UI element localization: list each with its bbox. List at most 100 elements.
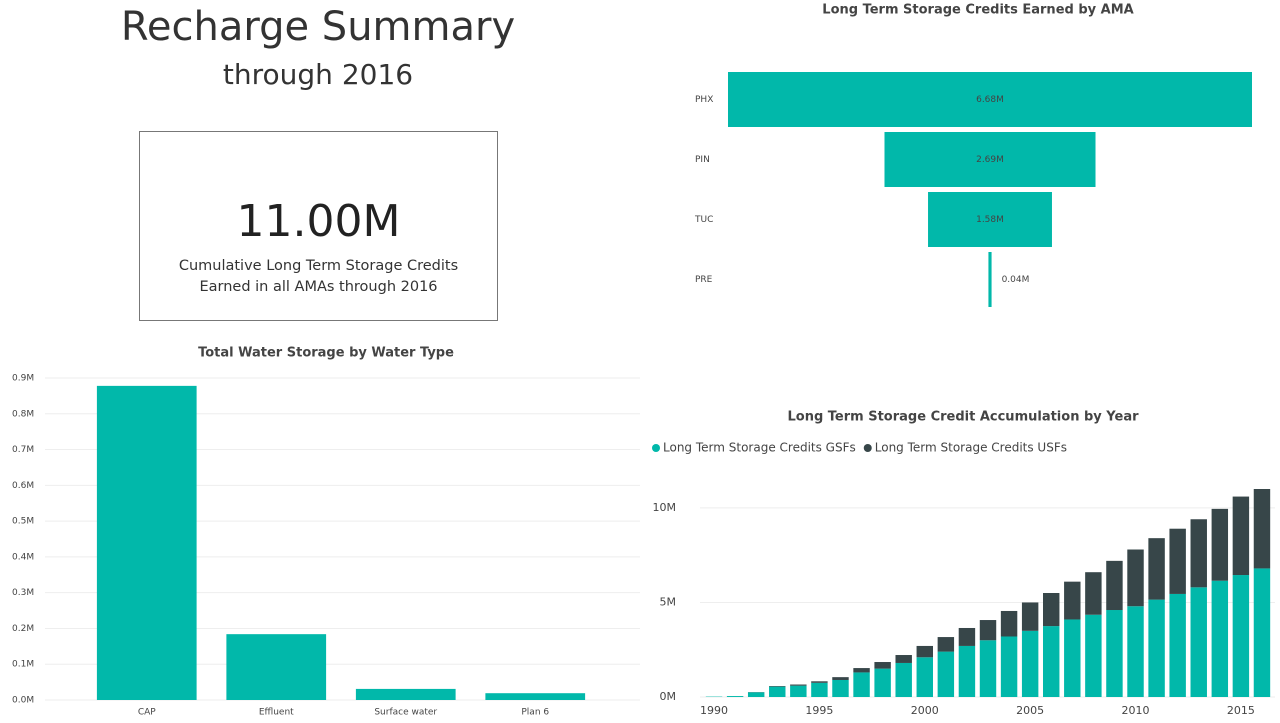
bar-segment	[769, 686, 786, 697]
page-title: Recharge Summary	[120, 4, 516, 50]
funnel-bar	[884, 132, 1096, 187]
category-label: PRE	[695, 275, 713, 285]
bar-segment	[895, 655, 912, 663]
data-label: 6.68M	[976, 95, 1004, 105]
bar-segment	[1148, 538, 1165, 600]
chart-title: Long Term Storage Credits Earned by AMA	[822, 3, 1133, 18]
y-tick-label: 10M	[653, 501, 677, 514]
bar-segment	[874, 662, 891, 669]
data-label: 2.69M	[976, 155, 1004, 165]
bar-segment	[937, 651, 955, 697]
category-label: TUC	[694, 215, 713, 225]
legend-label: Long Term Storage Credits USFs	[875, 441, 1067, 455]
x-tick-label: 2010	[1122, 704, 1150, 717]
x-tick-label: 1990	[700, 704, 728, 717]
bar	[96, 385, 197, 700]
bar-segment	[747, 692, 765, 697]
funnel-bar	[988, 252, 992, 307]
bar-segment	[916, 645, 933, 658]
bar-segment	[1127, 606, 1144, 697]
bar-segment	[1064, 581, 1081, 620]
bar-segment	[958, 645, 976, 697]
x-tick-label: 2015	[1227, 704, 1255, 717]
chart-title: Total Water Storage by Water Type	[198, 346, 454, 361]
bar-segment	[1253, 568, 1271, 697]
bar-segment	[1000, 636, 1018, 697]
bar-segment	[1169, 593, 1186, 697]
bar-segment	[1190, 587, 1207, 697]
bar-segment	[790, 685, 807, 697]
chart-title: Long Term Storage Credit Accumulation by…	[787, 410, 1139, 425]
kpi-card: 11.00M Cumulative Long Term Storage Cred…	[139, 131, 498, 321]
bar-segment	[1253, 489, 1271, 569]
x-tick-label: 1995	[805, 704, 833, 717]
y-tick-label: 0.5M	[12, 517, 34, 527]
page-subtitle: through 2016	[222, 58, 414, 91]
bar	[226, 634, 327, 700]
bar-segment	[1043, 626, 1060, 697]
bar-segment	[895, 662, 912, 697]
category-label: PIN	[695, 155, 710, 165]
y-tick-label: 0.8M	[12, 409, 34, 419]
bar-segment	[1211, 580, 1229, 697]
legend-marker	[863, 444, 872, 452]
category-label: PHX	[695, 95, 713, 105]
x-tick-label: Effluent	[259, 708, 294, 718]
x-tick-label: 2005	[1016, 704, 1044, 717]
bar-segment	[1169, 528, 1186, 594]
bar-segment	[937, 637, 955, 652]
x-tick-label: CAP	[138, 708, 156, 718]
y-tick-label: 0.2M	[12, 624, 34, 634]
bar-segment	[958, 627, 976, 646]
bar-segment	[1021, 602, 1039, 631]
y-tick-label: 0.9M	[12, 374, 34, 384]
bar	[485, 693, 586, 700]
x-tick-label: 2000	[911, 704, 939, 717]
bar-segment	[811, 681, 828, 683]
bar-segment	[769, 686, 786, 687]
x-tick-label: Surface water	[374, 708, 437, 718]
bar-segment	[979, 640, 997, 697]
x-tick-label: Plan 6	[521, 708, 549, 718]
bar-segment	[811, 682, 828, 697]
bar-segment	[1190, 519, 1207, 588]
bar-segment	[979, 620, 997, 641]
bar-segment	[874, 668, 891, 697]
bar-segment	[1106, 610, 1123, 697]
bar-segment	[916, 657, 933, 697]
funnel-bar	[728, 72, 1252, 127]
kpi-label: Cumulative Long Term Storage Credits Ear…	[178, 258, 459, 295]
bar	[355, 688, 456, 700]
kpi-value: 11.00M	[236, 196, 401, 247]
bar-segment	[1000, 610, 1018, 637]
bar-segment	[1232, 496, 1250, 576]
bar-segment	[1064, 619, 1081, 697]
bar-segment	[1211, 508, 1229, 581]
bar-segment	[832, 679, 849, 697]
y-tick-label: 0.3M	[12, 588, 34, 598]
legend-marker	[652, 444, 660, 452]
bar-segment	[1232, 575, 1250, 697]
bar-segment	[790, 684, 807, 686]
y-tick-label: 0.7M	[12, 445, 34, 455]
bar-segment	[1043, 593, 1060, 627]
bar-segment	[853, 672, 870, 697]
bar-segment	[832, 677, 849, 680]
bar-segment	[853, 668, 870, 673]
data-label: 1.58M	[976, 215, 1004, 225]
y-tick-label: 0.6M	[12, 481, 34, 491]
y-tick-label: 0.4M	[12, 552, 34, 562]
bar-segment	[1127, 549, 1144, 607]
y-tick-label: 5M	[660, 595, 677, 608]
y-tick-label: 0.0M	[12, 696, 34, 706]
bar-segment	[1085, 572, 1102, 615]
y-tick-label: 0.1M	[12, 660, 34, 670]
data-label: 0.04M	[1002, 275, 1030, 285]
bar-segment	[726, 696, 744, 697]
bar-segment	[1148, 599, 1165, 697]
bar-segment	[1106, 560, 1123, 611]
bar-segment	[1021, 630, 1039, 697]
legend-label: Long Term Storage Credits GSFs	[663, 441, 856, 455]
